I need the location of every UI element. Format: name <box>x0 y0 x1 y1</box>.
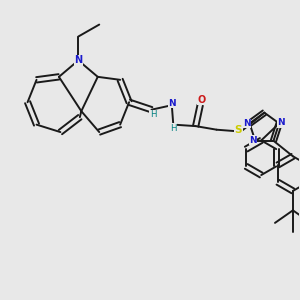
Text: N: N <box>168 99 176 108</box>
Text: O: O <box>197 95 206 105</box>
Text: N: N <box>243 119 251 128</box>
Text: S: S <box>235 125 242 135</box>
Text: N: N <box>277 118 285 127</box>
Text: N: N <box>74 56 83 65</box>
Text: H: H <box>150 110 156 119</box>
Text: H: H <box>170 124 176 133</box>
Text: N: N <box>249 136 257 145</box>
